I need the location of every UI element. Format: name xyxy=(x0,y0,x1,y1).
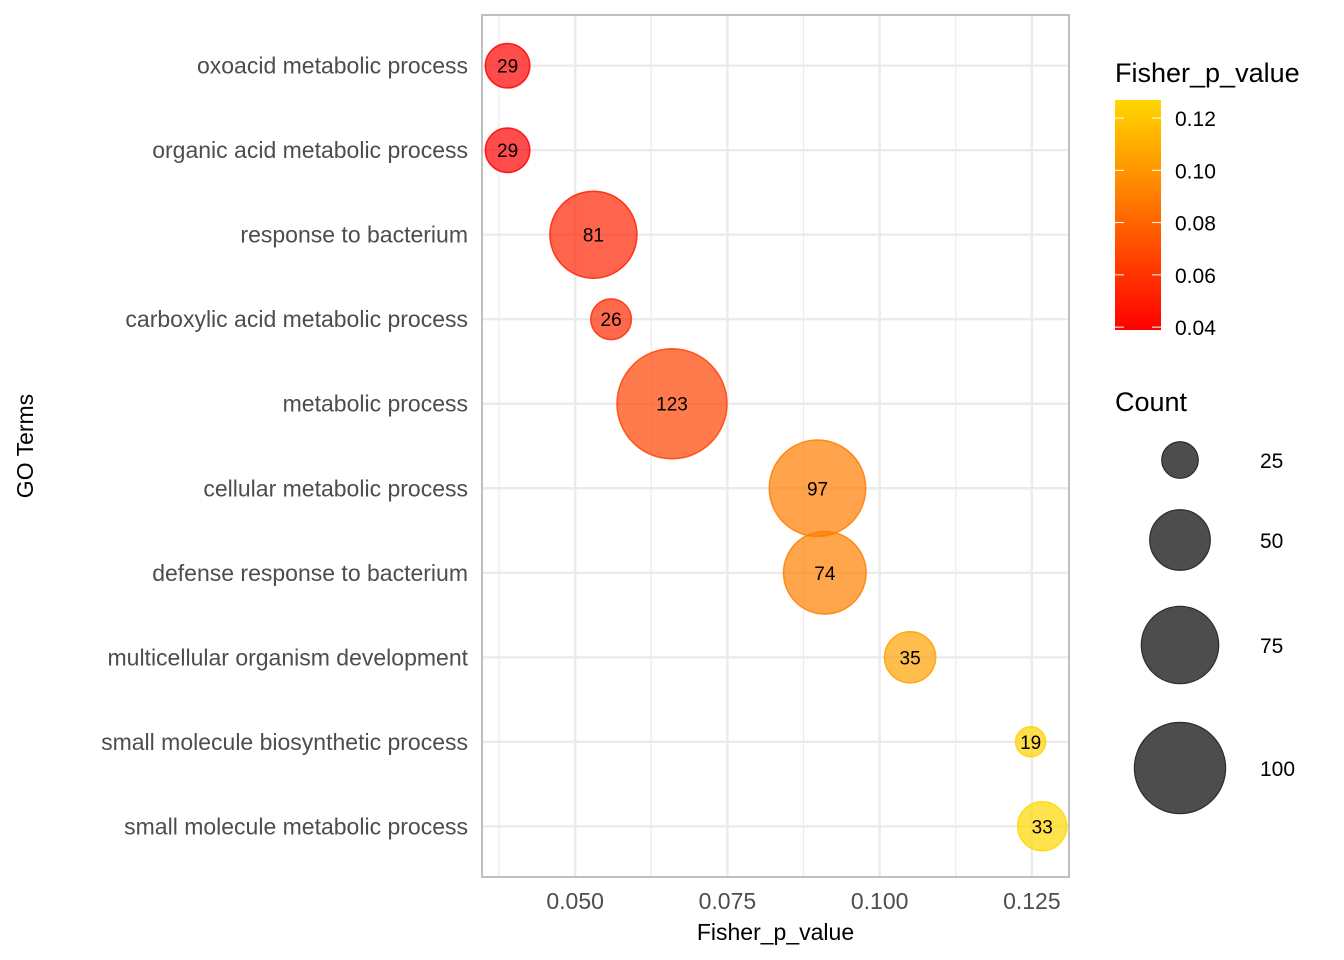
size-legend-label: 25 xyxy=(1260,450,1283,473)
colorbar-tick-label: 0.04 xyxy=(1175,317,1216,340)
y-axis-title: GO Terms xyxy=(12,394,38,498)
colorbar-tick-label: 0.10 xyxy=(1175,160,1216,183)
x-axis-tick-labels: 0.050 0.075 0.100 0.125 xyxy=(546,888,1060,914)
bubble-count-label: 29 xyxy=(497,57,518,78)
size-legend-circle xyxy=(1161,441,1199,479)
panel-border xyxy=(481,14,1070,878)
colorbar xyxy=(1115,100,1161,330)
y-tick-label: multicellular organism development xyxy=(108,644,469,670)
bubble-count-label: 97 xyxy=(807,479,828,500)
x-tick-label: 0.125 xyxy=(1003,888,1061,914)
bubble-count-label: 19 xyxy=(1020,733,1041,754)
bubbles xyxy=(484,42,1068,852)
colorbar-tick-label: 0.06 xyxy=(1175,265,1216,288)
y-axis-tick-labels: oxoacid metabolic process organic acid me… xyxy=(101,53,468,840)
y-tick-label: cellular metabolic process xyxy=(203,475,468,501)
bubble xyxy=(1014,726,1047,758)
size-legend-label: 50 xyxy=(1260,530,1283,553)
plot-panel: 29 29 81 26 123 97 74 35 19 33 xyxy=(481,14,1070,878)
bubble-labels: 29 29 81 26 123 97 74 35 19 33 xyxy=(497,57,1053,839)
bubble xyxy=(883,630,937,684)
y-tick-label: carboxylic acid metabolic process xyxy=(125,306,468,332)
bubble-count-label: 81 xyxy=(583,226,604,247)
bubble xyxy=(484,42,531,89)
y-tick-label: response to bacterium xyxy=(240,222,468,248)
size-legend: Count 25 50 75 100 xyxy=(1115,387,1295,815)
x-tick-label: 0.100 xyxy=(851,888,909,914)
size-legend-circle xyxy=(1140,605,1220,685)
y-tick-label: defense response to bacterium xyxy=(152,560,468,586)
x-tick-label: 0.075 xyxy=(699,888,757,914)
y-tick-label: small molecule metabolic process xyxy=(124,813,468,839)
panel-background xyxy=(482,15,1069,877)
size-legend-label: 75 xyxy=(1260,635,1283,658)
size-legend-title: Count xyxy=(1115,387,1188,417)
size-legend-circle xyxy=(1149,509,1211,571)
size-legend-keys: 25 50 75 100 xyxy=(1133,441,1295,815)
bubble-count-label: 29 xyxy=(497,141,518,162)
bubble xyxy=(616,347,728,460)
bubble-count-label: 74 xyxy=(814,564,836,585)
color-legend-title: Fisher_p_value xyxy=(1115,58,1300,88)
x-tick-label: 0.050 xyxy=(546,888,604,914)
bubble-count-label: 123 xyxy=(656,395,688,416)
y-tick-label: oxoacid metabolic process xyxy=(197,53,468,79)
colorbar-tick-label: 0.12 xyxy=(1175,108,1216,131)
size-legend-circle xyxy=(1133,721,1227,815)
bubble xyxy=(484,127,531,174)
color-legend: Fisher_p_value 0.04 0.06 0.08 0.10 0.12 xyxy=(1115,58,1300,340)
bubble xyxy=(590,298,633,341)
y-tick-label: small molecule biosynthetic process xyxy=(101,729,468,755)
bubble xyxy=(782,530,867,615)
x-axis-title: Fisher_p_value xyxy=(697,919,854,945)
bubble xyxy=(1016,801,1068,852)
y-tick-label: organic acid metabolic process xyxy=(152,137,468,163)
bubble xyxy=(549,190,638,279)
bubble-count-label: 26 xyxy=(601,310,622,331)
colorbar-ticks: 0.04 0.06 0.08 0.10 0.12 xyxy=(1115,108,1216,340)
y-tick-label: metabolic process xyxy=(283,391,468,417)
size-legend-label: 100 xyxy=(1260,758,1295,781)
bubble-count-label: 33 xyxy=(1032,817,1053,838)
colorbar-tick-label: 0.08 xyxy=(1175,213,1216,236)
bubble-count-label: 35 xyxy=(900,648,921,669)
